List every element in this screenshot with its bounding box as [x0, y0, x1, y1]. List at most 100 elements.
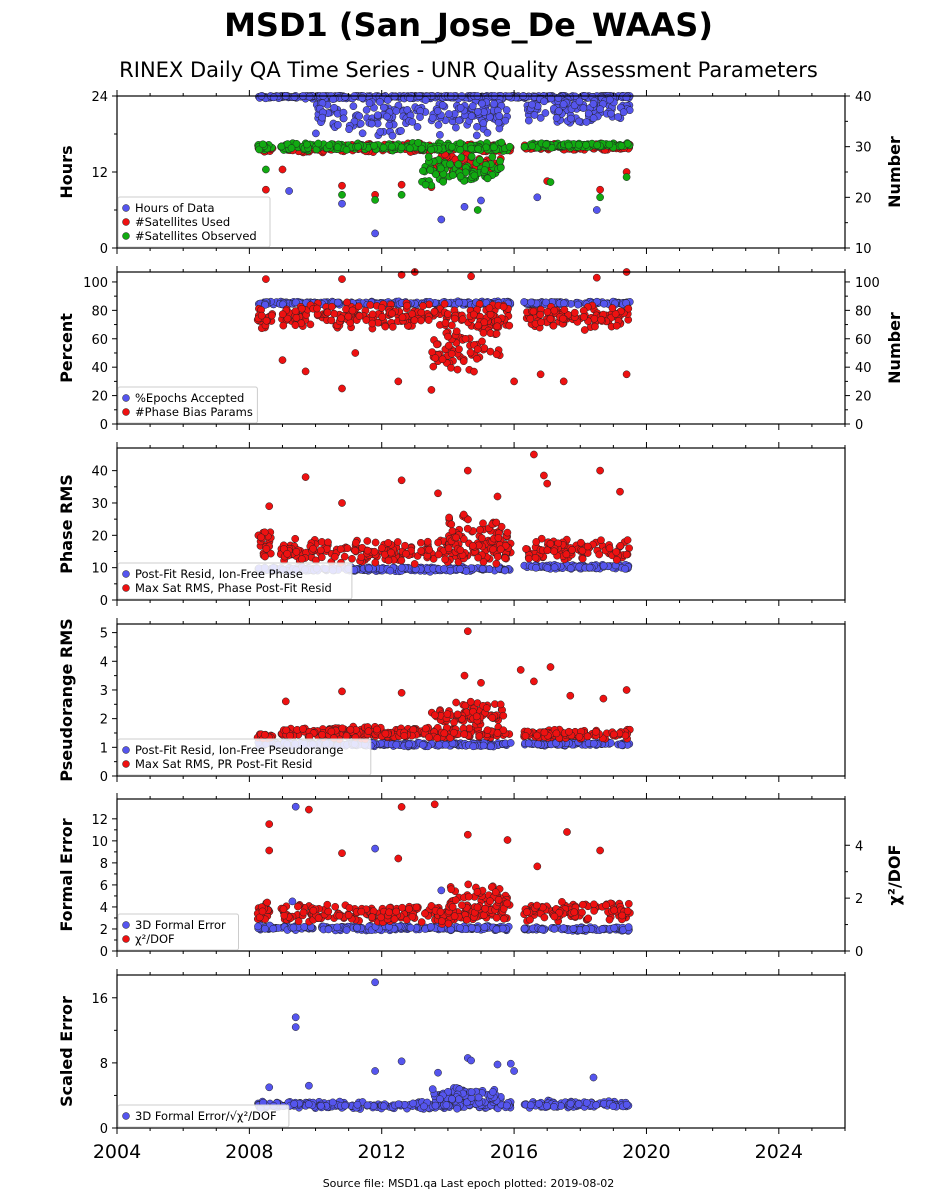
legend: Post-Fit Resid, Ion-Free PseudorangeMax … — [117, 738, 372, 776]
data-point — [566, 564, 575, 573]
legend-marker — [122, 408, 130, 416]
data-point — [480, 344, 489, 352]
y-tick-label: 24 — [91, 90, 108, 105]
data-point — [575, 117, 583, 126]
y-right-tick-label: 20 — [855, 390, 872, 405]
data-point — [366, 301, 375, 309]
y-tick-label: 12 — [91, 813, 108, 828]
data-point — [464, 892, 473, 901]
data-point — [559, 924, 568, 932]
data-point — [337, 314, 345, 323]
data-point — [431, 354, 440, 362]
data-point — [549, 321, 558, 330]
data-point — [327, 316, 336, 325]
data-point — [467, 144, 476, 153]
data-point-outlier — [563, 828, 571, 836]
data-point-outlier — [265, 820, 274, 828]
data-point — [254, 922, 262, 931]
y-axis-label: Pseudorange RMS — [57, 618, 76, 781]
data-point — [559, 314, 567, 323]
data-point — [440, 729, 449, 738]
data-point — [579, 104, 588, 112]
data-point — [437, 917, 446, 926]
data-point — [371, 558, 380, 567]
data-point — [291, 321, 300, 330]
legend-label: Max Sat RMS, Phase Post-Fit Resid — [135, 581, 332, 595]
data-point — [494, 896, 503, 904]
data-point — [529, 307, 538, 316]
data-point — [580, 313, 588, 321]
data-point — [531, 553, 540, 562]
data-point — [524, 116, 533, 125]
data-point — [470, 171, 479, 180]
data-point — [482, 704, 491, 712]
data-point — [575, 97, 584, 106]
y-tick-label: 2 — [100, 713, 108, 728]
y-right-tick-label: 2 — [855, 892, 863, 907]
data-point — [610, 906, 619, 915]
data-point — [324, 907, 333, 916]
data-point — [439, 177, 448, 186]
data-point — [314, 139, 323, 148]
data-point — [436, 164, 445, 173]
data-point — [542, 140, 551, 149]
data-point — [543, 564, 552, 572]
legend-marker — [122, 570, 130, 578]
data-point — [496, 163, 505, 172]
data-point — [351, 546, 360, 555]
data-point — [397, 556, 406, 565]
data-point — [424, 316, 433, 324]
data-point — [479, 741, 488, 750]
data-point — [261, 924, 269, 933]
data-point — [486, 310, 495, 319]
data-point — [435, 740, 443, 749]
data-point-outlier — [546, 178, 555, 186]
data-point — [610, 730, 618, 739]
data-point — [333, 923, 342, 932]
data-point — [434, 550, 443, 559]
data-point — [445, 513, 453, 522]
legend-label: Post-Fit Resid, Ion-Free Phase — [135, 567, 303, 581]
data-point — [357, 907, 366, 916]
data-point — [592, 727, 600, 736]
data-point — [605, 140, 614, 149]
data-point — [491, 888, 500, 897]
data-point — [496, 700, 505, 709]
data-point — [365, 99, 374, 107]
series-1-3 — [254, 138, 634, 214]
data-point — [447, 363, 455, 372]
data-point — [344, 911, 353, 920]
data-point — [339, 114, 348, 123]
panel-2: 020406080100Percent020406080100Number%Ep… — [57, 266, 904, 433]
y-axis-label: Formal Error — [57, 818, 76, 931]
data-point-outlier — [278, 165, 287, 174]
data-point — [495, 112, 504, 120]
y-right-tick-label: 40 — [855, 90, 872, 105]
data-point — [289, 923, 298, 932]
data-point — [608, 304, 617, 312]
y-right-tick-label: 100 — [855, 276, 880, 291]
data-point — [255, 145, 264, 154]
data-point — [446, 566, 455, 575]
data-point-outlier — [351, 349, 360, 357]
data-point — [331, 552, 339, 561]
data-point — [334, 121, 342, 129]
data-point — [476, 525, 484, 534]
legend-marker — [122, 746, 130, 754]
data-point — [358, 129, 367, 138]
data-point — [413, 123, 422, 131]
data-point-outlier — [596, 846, 604, 855]
data-point — [427, 145, 436, 154]
data-point — [528, 100, 536, 109]
y-tick-label: 10 — [91, 562, 108, 577]
data-point — [622, 550, 631, 559]
data-point — [614, 113, 622, 121]
data-point — [416, 113, 424, 121]
data-point — [456, 145, 465, 154]
data-point — [543, 546, 552, 555]
data-point — [473, 122, 481, 131]
data-point — [582, 118, 591, 126]
data-point — [494, 118, 503, 127]
